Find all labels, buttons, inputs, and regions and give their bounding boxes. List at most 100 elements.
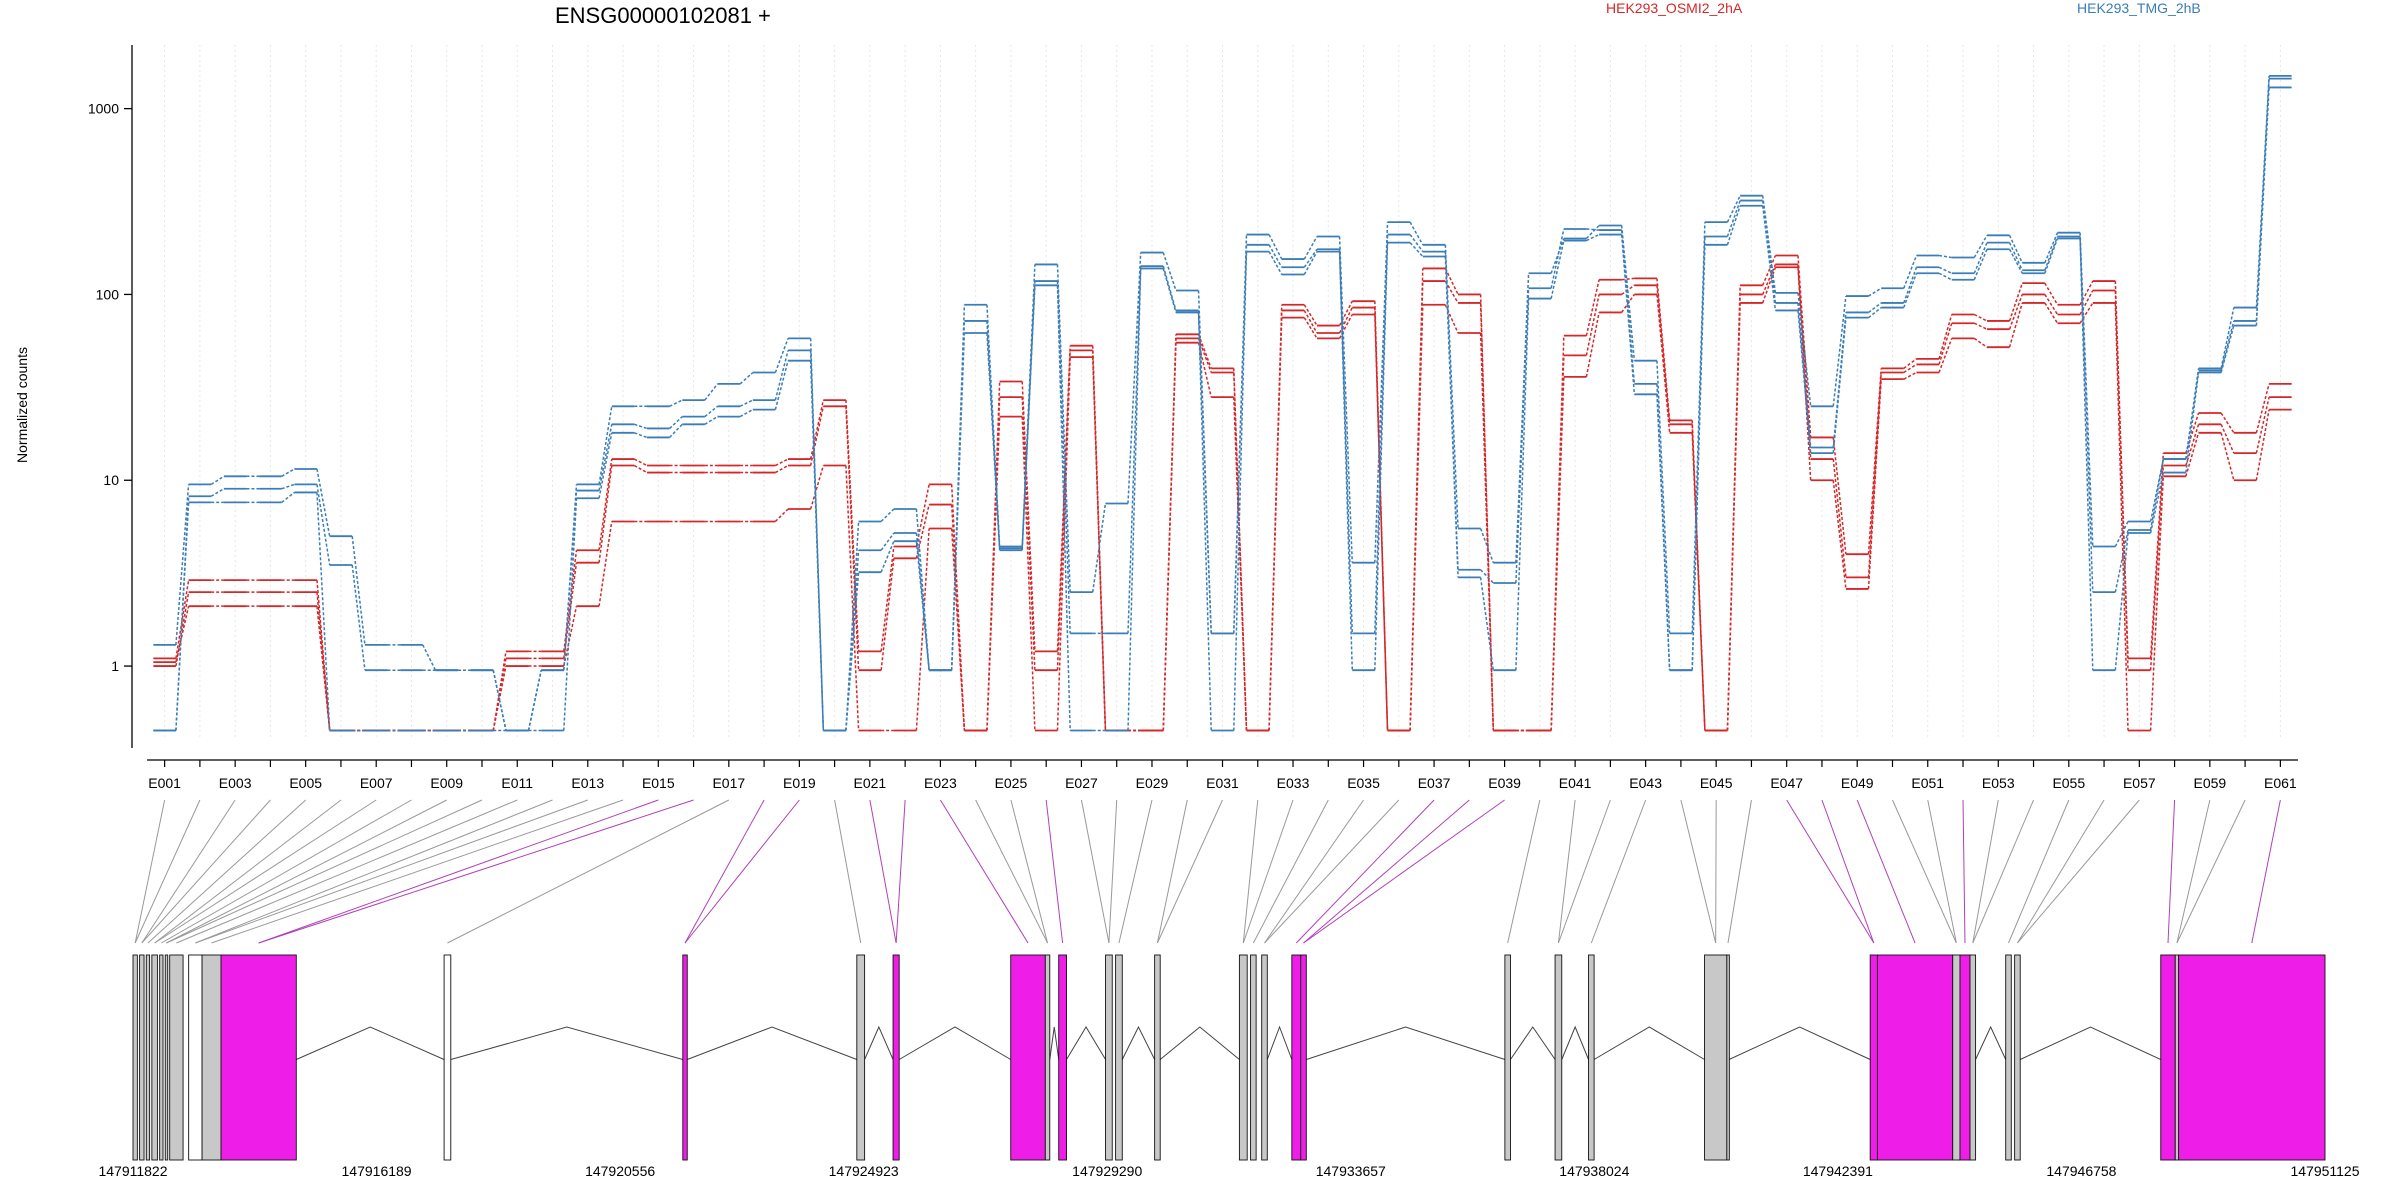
series-link (774, 508, 789, 523)
series-link (704, 415, 718, 425)
exon-block (139, 954, 145, 1161)
exon-block (2178, 954, 2326, 1161)
series-link (634, 432, 648, 439)
exon-block (169, 954, 184, 1161)
exon-connector (195, 799, 553, 944)
series-link (809, 338, 825, 731)
series-link (915, 508, 930, 671)
series-link (1550, 228, 1565, 289)
x-axis: E001 E003 E005 E007 E009 E011 E013 E015 E017 E019… (147, 759, 2298, 791)
series-link (845, 406, 860, 671)
series-link (351, 536, 366, 645)
x-tick-label: E031 (1206, 775, 1239, 791)
series-link (2185, 432, 2200, 477)
exon-block (1969, 954, 1977, 1161)
series-link (1726, 302, 1741, 731)
intron (1266, 1025, 1293, 1060)
gene-model (132, 954, 2326, 1161)
legend-entry: HEK293_TMG_2hB (2077, 0, 2201, 16)
exon-block (2174, 954, 2180, 1161)
x-tick-label: E029 (1136, 775, 1169, 791)
series-link (1409, 304, 1424, 731)
series-link (1938, 254, 1952, 259)
series-link (669, 416, 683, 430)
series-link (1374, 222, 1389, 563)
exon-block (1952, 954, 1961, 1161)
series-link (669, 399, 683, 407)
series-link (1973, 337, 1988, 348)
series-link (1832, 458, 1847, 578)
series-link (1162, 252, 1177, 291)
series-link (2008, 294, 2023, 330)
series-link (1586, 228, 1600, 231)
exon-block (1300, 954, 1307, 1161)
series-link (1797, 255, 1812, 438)
exon-connector (1892, 799, 1957, 944)
exon-connector (684, 799, 800, 944)
series-link (1867, 379, 1882, 589)
series-link (915, 504, 930, 559)
series-link (316, 606, 331, 731)
exon-block (892, 954, 900, 1161)
x-tick-label: E057 (2123, 775, 2156, 791)
exon-connector (2016, 799, 2105, 944)
series-link (1303, 251, 1318, 275)
series-link (492, 670, 507, 731)
series-link (1268, 317, 1283, 731)
series-link (1867, 368, 1882, 555)
exon-block (682, 954, 688, 1161)
intron (1975, 1025, 2007, 1060)
exon-block (856, 954, 866, 1161)
coordinate-label: 147933657 (1316, 1163, 1386, 1179)
series-link (2220, 412, 2235, 434)
coordinate-label: 147951125 (2290, 1163, 2359, 1179)
series-link (1550, 376, 1565, 731)
intron (1121, 1025, 1156, 1060)
series-link (2114, 302, 2129, 731)
series-link (2220, 320, 2235, 371)
series-link (986, 332, 1001, 551)
exon-connector (1507, 799, 1541, 944)
series-link (563, 498, 578, 731)
series-group (153, 75, 2292, 732)
x-tick-label: E007 (360, 775, 393, 791)
series-link (1056, 357, 1071, 731)
series-link (1091, 357, 1107, 731)
series-link (1832, 295, 1847, 407)
series-link (1162, 268, 1177, 313)
series-link (2008, 302, 2023, 348)
series-link (1585, 279, 1600, 336)
series-link (1973, 234, 1988, 258)
series-link (2220, 432, 2235, 481)
series-4 (153, 75, 2292, 732)
series-link (2008, 242, 2023, 271)
series-link (1656, 285, 1671, 425)
series-link (1938, 272, 1953, 281)
series-link (598, 432, 613, 499)
series-link (1656, 294, 1671, 433)
x-tick-label: E027 (1065, 775, 1098, 791)
series-link (2079, 290, 2094, 315)
series-link (1021, 397, 1036, 671)
series-link (2220, 424, 2235, 454)
series-link (2149, 458, 2165, 531)
intron (450, 1026, 683, 1060)
exon-connector (1264, 799, 1364, 944)
intron (1066, 1026, 1106, 1060)
series-link (1832, 480, 1847, 590)
exon-connector (195, 799, 588, 944)
series-link (1197, 310, 1212, 634)
x-tick-label: E003 (219, 775, 252, 791)
series-link (2044, 236, 2059, 271)
exon-connector (141, 799, 236, 944)
intron (1306, 1026, 1506, 1060)
series-link (880, 508, 895, 523)
y-axis: 1 10 100 1000 (88, 45, 133, 748)
exon-connector (258, 799, 694, 944)
series-link (1480, 569, 1494, 584)
series-link (1479, 294, 1495, 731)
series-link (563, 606, 578, 667)
series-link (1903, 363, 1917, 374)
series-link (2044, 282, 2059, 306)
